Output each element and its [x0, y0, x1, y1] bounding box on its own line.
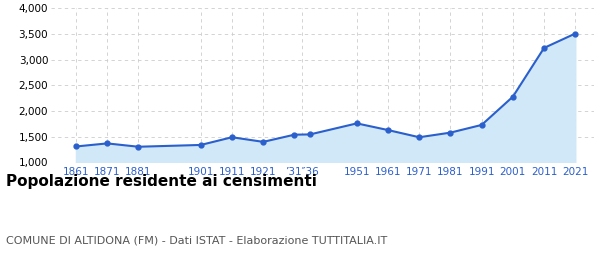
Text: Popolazione residente ai censimenti: Popolazione residente ai censimenti	[6, 174, 317, 189]
Text: COMUNE DI ALTIDONA (FM) - Dati ISTAT - Elaborazione TUTTITALIA.IT: COMUNE DI ALTIDONA (FM) - Dati ISTAT - E…	[6, 235, 387, 245]
